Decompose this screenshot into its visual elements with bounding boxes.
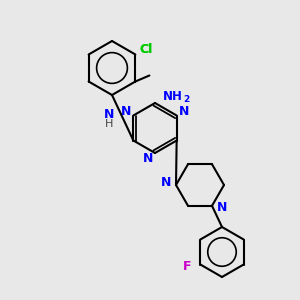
Text: 2: 2 [183,95,189,104]
Text: H: H [104,119,113,129]
Text: NH: NH [163,91,183,103]
Text: F: F [183,260,192,273]
Text: N: N [121,105,131,118]
Text: Cl: Cl [140,43,153,56]
Text: N: N [161,176,171,190]
Text: N: N [178,105,189,118]
Text: Cl: Cl [140,43,153,56]
Text: N: N [217,201,227,214]
Text: N: N [143,152,153,164]
Text: N: N [103,108,114,121]
